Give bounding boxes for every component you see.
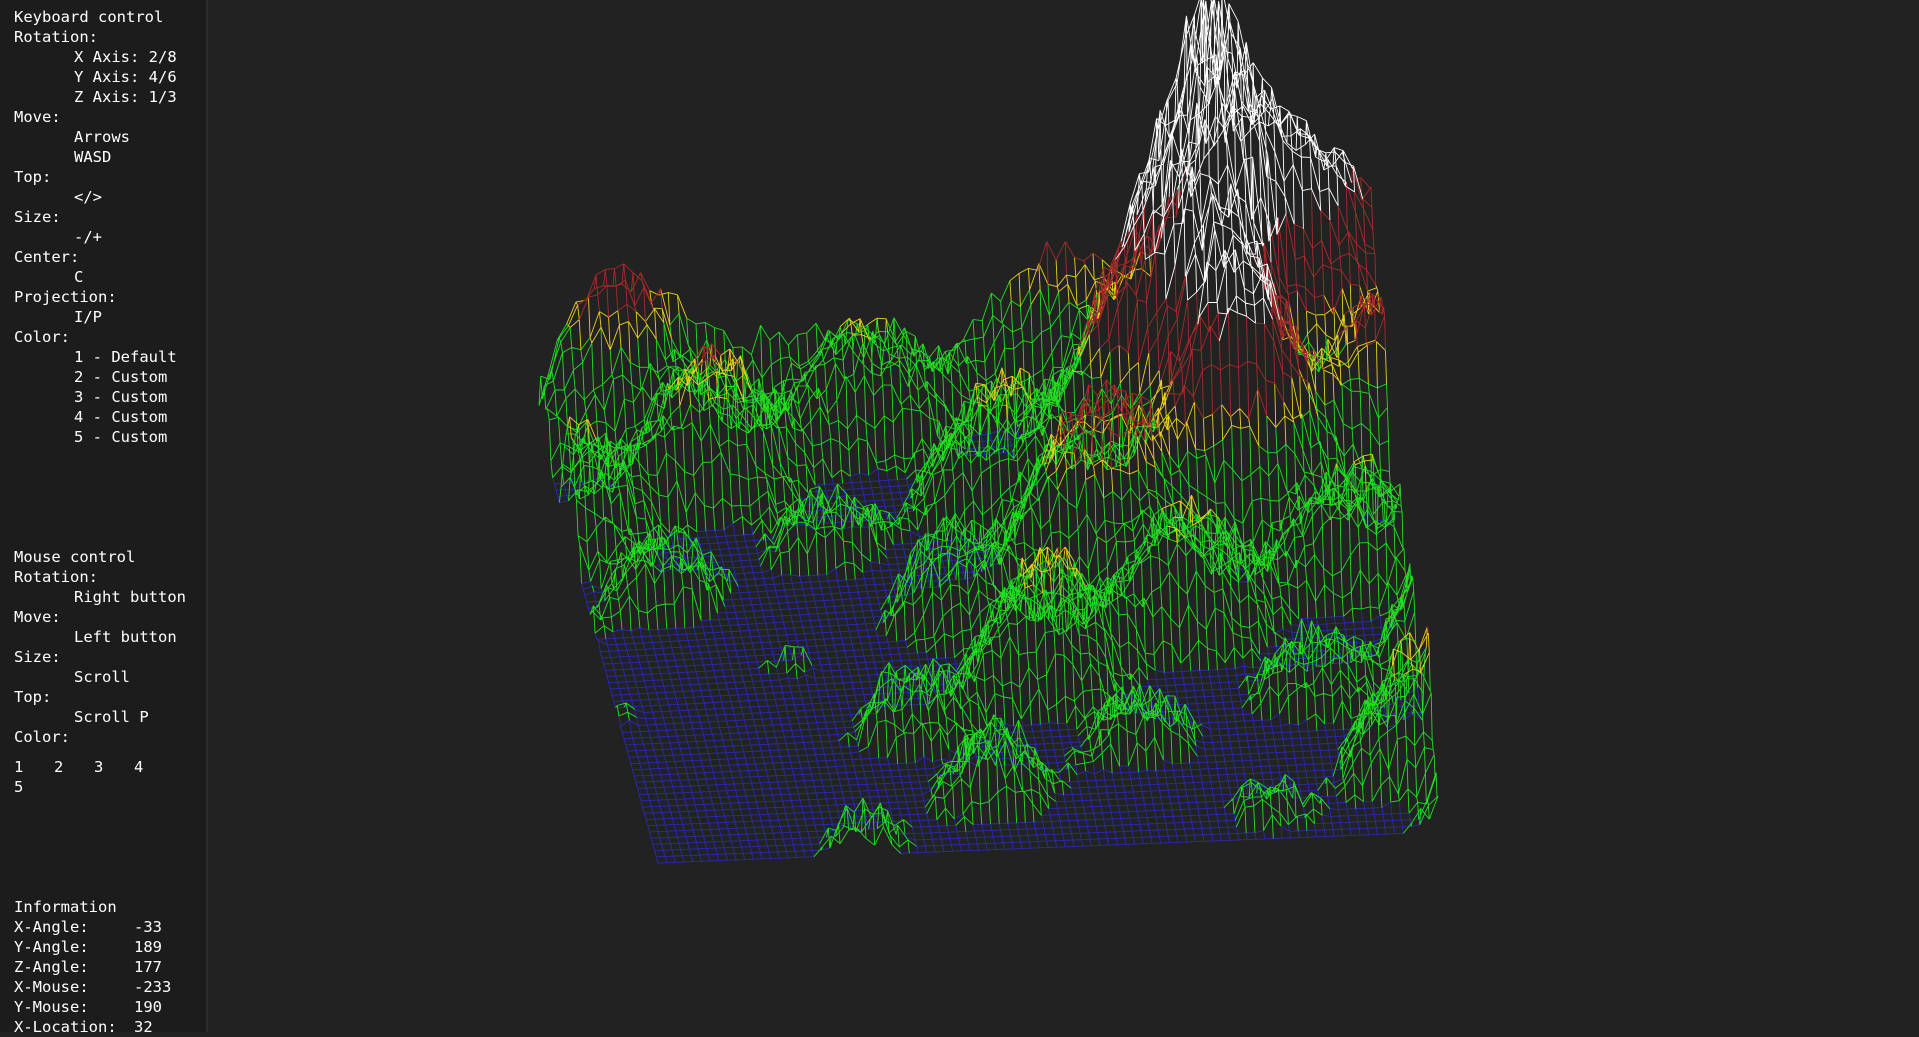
sidebar: Keyboard control Rotation: X Axis: 2/8 Y Ax…: [0, 0, 208, 1036]
info-label: Z-Angle:: [14, 958, 89, 976]
info-label: X-Mouse:: [14, 978, 89, 996]
wireframe-layer: [552, 426, 1423, 864]
section-label: Top:: [14, 688, 52, 706]
info-row: Y-Mouse: 190: [14, 997, 171, 1017]
key-item: I/P: [74, 308, 102, 326]
keyboard-help: Keyboard control Rotation: X Axis: 2/8 Y Ax…: [14, 7, 177, 447]
section-label: Size:: [14, 648, 61, 666]
info-value: 189: [134, 938, 162, 956]
wireframe-layer: [1115, 0, 1364, 342]
section-label: Center:: [14, 248, 80, 266]
section-label: Rotation:: [14, 568, 98, 586]
wireframe-layer: [566, 241, 1430, 680]
information: Information X-Angle: -33 Y-Angle: 189 Z-Angle…: [14, 897, 171, 1037]
section-label: Move:: [14, 608, 61, 626]
key-item: 4 - Custom: [74, 408, 168, 426]
info-row: Y-Angle: 189: [14, 937, 171, 957]
key-item: -/+: [74, 228, 102, 246]
key-item: WASD: [74, 148, 112, 166]
color-button[interactable]: 1: [14, 758, 24, 776]
key-item: Z Axis: 1/3: [74, 88, 177, 106]
key-item: Left button: [74, 628, 177, 646]
wireframe-view: [538, 0, 1439, 864]
key-item: 2 - Custom: [74, 368, 168, 386]
info-label: Y-Angle:: [14, 938, 89, 956]
color-button[interactable]: 4: [134, 758, 144, 776]
key-item: C: [74, 268, 84, 286]
info-row: X-Location: 32: [14, 1017, 171, 1037]
key-item: Scroll P: [74, 708, 149, 726]
info-row: X-Mouse: -233: [14, 977, 171, 997]
wireframe-layer: [538, 280, 1439, 858]
key-item: Scroll: [74, 668, 130, 686]
info-value: -33: [134, 918, 162, 936]
section-title: Mouse control: [14, 548, 136, 566]
section-label: Move:: [14, 108, 61, 126]
info-title: Information: [14, 898, 117, 916]
key-item: Arrows: [74, 128, 130, 146]
section-label: Projection:: [14, 288, 117, 306]
section-label: Rotation:: [14, 28, 98, 46]
section-label: Size:: [14, 208, 61, 226]
key-item: Y Axis: 4/6: [74, 68, 177, 86]
section-label: Color:: [14, 728, 70, 746]
key-item: </>: [74, 188, 102, 206]
info-value: 190: [134, 998, 162, 1016]
info-label: X-Location:: [14, 1018, 117, 1036]
color-button[interactable]: 3: [94, 758, 104, 776]
color-buttons: 1 2 3 4 5: [14, 757, 206, 797]
mouse-help: Mouse control Rotation: Right button Move: L…: [14, 547, 206, 797]
info-value: 32: [134, 1018, 153, 1036]
key-item: 1 - Default: [74, 348, 177, 366]
section-title: Keyboard control: [14, 8, 164, 26]
color-button[interactable]: 2: [54, 758, 64, 776]
section-label: Top:: [14, 168, 52, 186]
info-value: -233: [134, 978, 172, 996]
info-label: Y-Mouse:: [14, 998, 89, 1016]
info-row: X-Angle: -33: [14, 917, 171, 937]
key-item: X Axis: 2/8: [74, 48, 177, 66]
info-label: X-Angle:: [14, 918, 89, 936]
info-value: 177: [134, 958, 162, 976]
key-item: Right button: [74, 588, 186, 606]
color-button[interactable]: 5: [14, 778, 24, 796]
key-item: 5 - Custom: [74, 428, 168, 446]
section-label: Color:: [14, 328, 70, 346]
wireframe-layer: [577, 168, 1429, 634]
info-row: Z-Angle: 177: [14, 957, 171, 977]
key-item: 3 - Custom: [74, 388, 168, 406]
